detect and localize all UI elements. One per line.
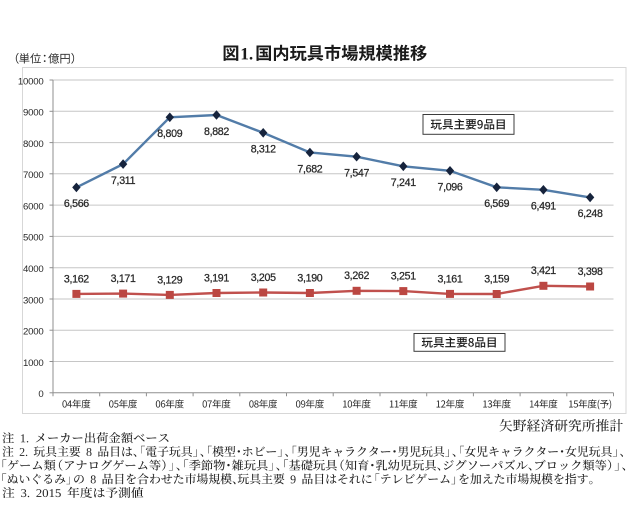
svg-text:8000: 8000 bbox=[23, 139, 44, 150]
svg-text:3,190: 3,190 bbox=[297, 272, 322, 284]
svg-text:7,241: 7,241 bbox=[391, 177, 416, 189]
svg-text:1000: 1000 bbox=[23, 358, 44, 369]
svg-text:3,421: 3,421 bbox=[531, 265, 556, 277]
svg-text:7,682: 7,682 bbox=[297, 163, 322, 175]
svg-text:3,191: 3,191 bbox=[204, 272, 229, 284]
svg-text:3,398: 3,398 bbox=[578, 266, 603, 278]
svg-text:0: 0 bbox=[38, 389, 43, 400]
svg-text:7000: 7000 bbox=[23, 170, 44, 181]
svg-text:3,171: 3,171 bbox=[111, 273, 136, 285]
svg-text:8,809: 8,809 bbox=[157, 128, 182, 140]
svg-text:7,547: 7,547 bbox=[344, 168, 369, 180]
svg-text:9000: 9000 bbox=[23, 108, 44, 119]
svg-text:5000: 5000 bbox=[23, 233, 44, 244]
svg-text:3,251: 3,251 bbox=[391, 271, 416, 283]
svg-text:10000: 10000 bbox=[18, 76, 44, 87]
svg-text:6,248: 6,248 bbox=[578, 208, 603, 220]
svg-text:3000: 3000 bbox=[23, 295, 44, 306]
svg-text:3,262: 3,262 bbox=[344, 270, 369, 282]
svg-text:3,159: 3,159 bbox=[484, 273, 509, 285]
svg-text:8,882: 8,882 bbox=[204, 126, 229, 138]
svg-text:3,162: 3,162 bbox=[64, 273, 89, 285]
svg-text:3,205: 3,205 bbox=[251, 272, 276, 284]
svg-text:3,129: 3,129 bbox=[157, 274, 182, 286]
svg-text:7,311: 7,311 bbox=[111, 175, 136, 187]
svg-text:7,096: 7,096 bbox=[437, 182, 462, 194]
svg-text:4000: 4000 bbox=[23, 264, 44, 275]
svg-text:2000: 2000 bbox=[23, 327, 44, 338]
svg-text:8,312: 8,312 bbox=[251, 144, 276, 156]
svg-text:3,161: 3,161 bbox=[437, 273, 462, 285]
svg-text:6,569: 6,569 bbox=[484, 198, 509, 210]
svg-text:6,491: 6,491 bbox=[531, 201, 556, 213]
svg-text:6,566: 6,566 bbox=[64, 198, 89, 210]
svg-text:6000: 6000 bbox=[23, 201, 44, 212]
